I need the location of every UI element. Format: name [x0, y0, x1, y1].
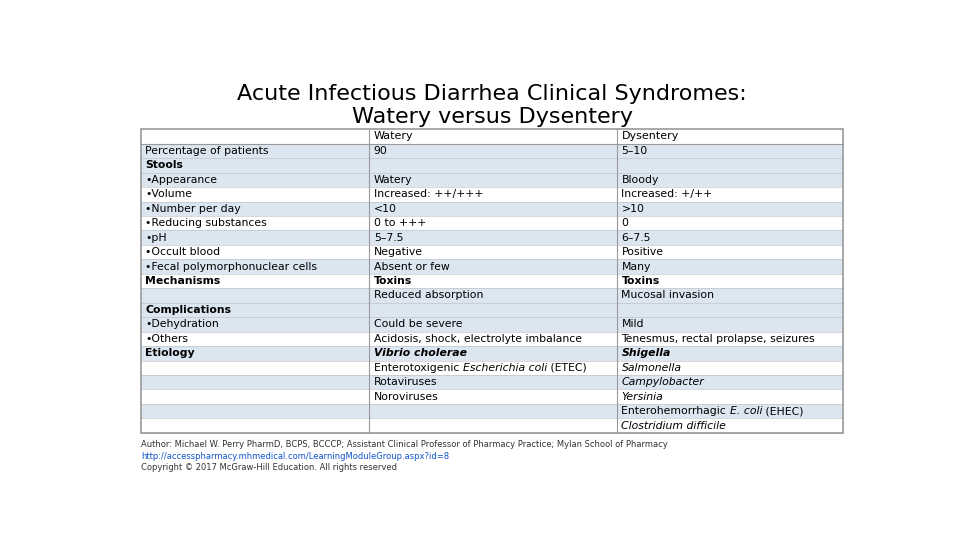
Text: Clostridium difficile: Clostridium difficile: [621, 421, 727, 430]
Text: Author: Michael W. Perry PharmD, BCPS, BCCCP; Assistant Clinical Professor of Ph: Author: Michael W. Perry PharmD, BCPS, B…: [141, 440, 667, 449]
Bar: [141, 375, 843, 389]
Bar: [141, 245, 843, 259]
Text: Shigella: Shigella: [621, 348, 671, 358]
Text: Absent or few: Absent or few: [373, 261, 449, 272]
Text: Watery: Watery: [373, 175, 412, 185]
Text: Acute Infectious Diarrhea Clinical Syndromes:
Watery versus Dysentery: Acute Infectious Diarrhea Clinical Syndr…: [237, 84, 747, 127]
Text: Bloody: Bloody: [621, 175, 659, 185]
Text: Stools: Stools: [145, 160, 183, 171]
Bar: [141, 231, 843, 245]
Bar: [141, 346, 843, 361]
Text: Positive: Positive: [621, 247, 663, 257]
Bar: [141, 361, 843, 375]
Text: •Occult blood: •Occult blood: [145, 247, 221, 257]
Text: Percentage of patients: Percentage of patients: [145, 146, 269, 156]
Text: Enterotoxigenic: Enterotoxigenic: [373, 363, 463, 373]
Bar: [141, 144, 843, 158]
Bar: [141, 274, 843, 288]
Bar: [141, 288, 843, 303]
Text: Mucosal invasion: Mucosal invasion: [621, 291, 714, 300]
Text: Copyright © 2017 McGraw-Hill Education. All rights reserved: Copyright © 2017 McGraw-Hill Education. …: [141, 463, 396, 472]
Text: Toxins: Toxins: [373, 276, 412, 286]
Text: Many: Many: [621, 261, 651, 272]
Bar: [141, 216, 843, 231]
Text: Tenesmus, rectal prolapse, seizures: Tenesmus, rectal prolapse, seizures: [621, 334, 815, 344]
Text: Watery: Watery: [373, 131, 414, 141]
Bar: [141, 259, 843, 274]
Text: Enterohemorrhagic: Enterohemorrhagic: [621, 406, 730, 416]
Bar: [141, 201, 843, 216]
Text: Acidosis, shock, electrolyte imbalance: Acidosis, shock, electrolyte imbalance: [373, 334, 582, 344]
Text: Dysentery: Dysentery: [621, 131, 679, 141]
Text: Mild: Mild: [621, 319, 644, 329]
Text: Etiology: Etiology: [145, 348, 195, 358]
Text: Yersinia: Yersinia: [621, 392, 663, 402]
Bar: [141, 389, 843, 404]
Text: 90: 90: [373, 146, 388, 156]
Text: •Reducing substances: •Reducing substances: [145, 218, 267, 228]
Text: •Fecal polymorphonuclear cells: •Fecal polymorphonuclear cells: [145, 261, 318, 272]
Bar: [141, 404, 843, 418]
Text: •pH: •pH: [145, 233, 167, 242]
Text: Reduced absorption: Reduced absorption: [373, 291, 483, 300]
Text: Could be severe: Could be severe: [373, 319, 462, 329]
Text: Vibrio cholerae: Vibrio cholerae: [373, 348, 467, 358]
Text: Rotaviruses: Rotaviruses: [373, 377, 437, 387]
Text: Campylobacter: Campylobacter: [621, 377, 705, 387]
Bar: [141, 418, 843, 433]
Text: Negative: Negative: [373, 247, 422, 257]
Text: <10: <10: [373, 204, 396, 214]
Text: 5–10: 5–10: [621, 146, 648, 156]
Text: •Number per day: •Number per day: [145, 204, 241, 214]
Text: >10: >10: [621, 204, 644, 214]
Text: 0 to +++: 0 to +++: [373, 218, 426, 228]
Bar: [141, 158, 843, 173]
Text: •Volume: •Volume: [145, 190, 192, 199]
Text: Mechanisms: Mechanisms: [145, 276, 221, 286]
Bar: [141, 173, 843, 187]
Text: http://accesspharmacy.mhmedical.com/LearningModuleGroup.aspx?id=8: http://accesspharmacy.mhmedical.com/Lear…: [141, 452, 449, 461]
Text: (ETEC): (ETEC): [547, 363, 587, 373]
Text: 6–7.5: 6–7.5: [621, 233, 651, 242]
Text: Salmonella: Salmonella: [621, 363, 682, 373]
Text: Noroviruses: Noroviruses: [373, 392, 439, 402]
Bar: [141, 332, 843, 346]
Bar: [141, 317, 843, 332]
Text: Increased: ++/+++: Increased: ++/+++: [373, 190, 483, 199]
Text: E. coli: E. coli: [730, 406, 762, 416]
Text: Complications: Complications: [145, 305, 231, 315]
Bar: [141, 303, 843, 317]
Text: •Dehydration: •Dehydration: [145, 319, 219, 329]
Text: (EHEC): (EHEC): [762, 406, 804, 416]
Text: 5–7.5: 5–7.5: [373, 233, 403, 242]
Bar: [141, 129, 843, 433]
Text: 0: 0: [621, 218, 629, 228]
Text: •Appearance: •Appearance: [145, 175, 217, 185]
Text: Increased: +/++: Increased: +/++: [621, 190, 712, 199]
Text: Toxins: Toxins: [621, 276, 660, 286]
Bar: [141, 129, 843, 144]
Bar: [141, 187, 843, 201]
Text: •Others: •Others: [145, 334, 188, 344]
Text: Escherichia coli: Escherichia coli: [463, 363, 547, 373]
